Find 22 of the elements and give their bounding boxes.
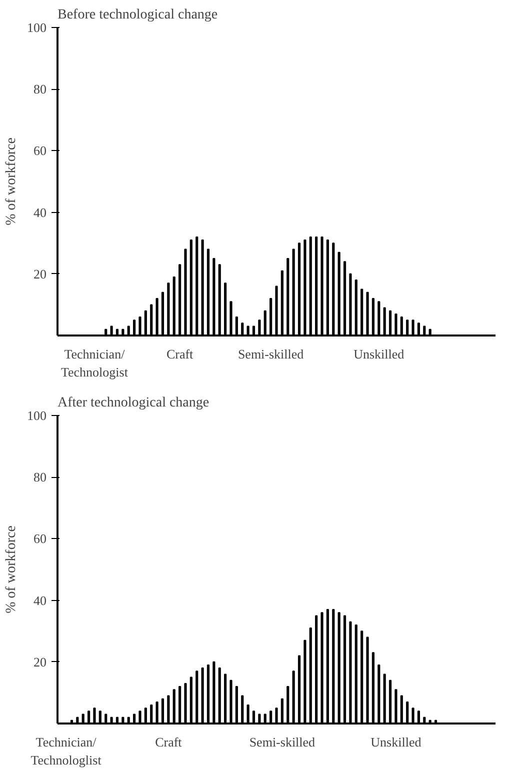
x-tick-label: Semi-skilled (249, 734, 316, 750)
x-tick-label: Technician/ Technologlist (30, 734, 102, 768)
x-tick-label: Unskilled (354, 346, 405, 362)
y-tick-label: 100 (27, 408, 46, 423)
x-tick-label: Craft (155, 734, 182, 750)
y-tick-label: 60 (34, 143, 46, 158)
y-axis-title: % of workforce (4, 138, 19, 226)
y-tick-label: 20 (34, 654, 46, 670)
y-tick-label: 80 (34, 470, 46, 485)
y-tick-label: 40 (34, 592, 46, 608)
x-tick-label: Craft (166, 346, 194, 362)
y-tick-label: 80 (34, 82, 46, 97)
y-tick-label: 100 (27, 20, 46, 35)
x-tick-label: Unskilled (370, 734, 422, 750)
y-tick-label: 40 (34, 204, 46, 220)
x-tick-label: Technician/ Technologist (60, 346, 128, 380)
y-tick-label: 60 (34, 531, 46, 546)
x-tick-label: Semi-skilled (238, 346, 304, 362)
chart-title: After technological change (58, 396, 210, 410)
y-tick-label: 20 (34, 266, 46, 282)
chart-title: Before technological change (58, 8, 218, 22)
y-axis-title: % of workforce (4, 526, 19, 614)
